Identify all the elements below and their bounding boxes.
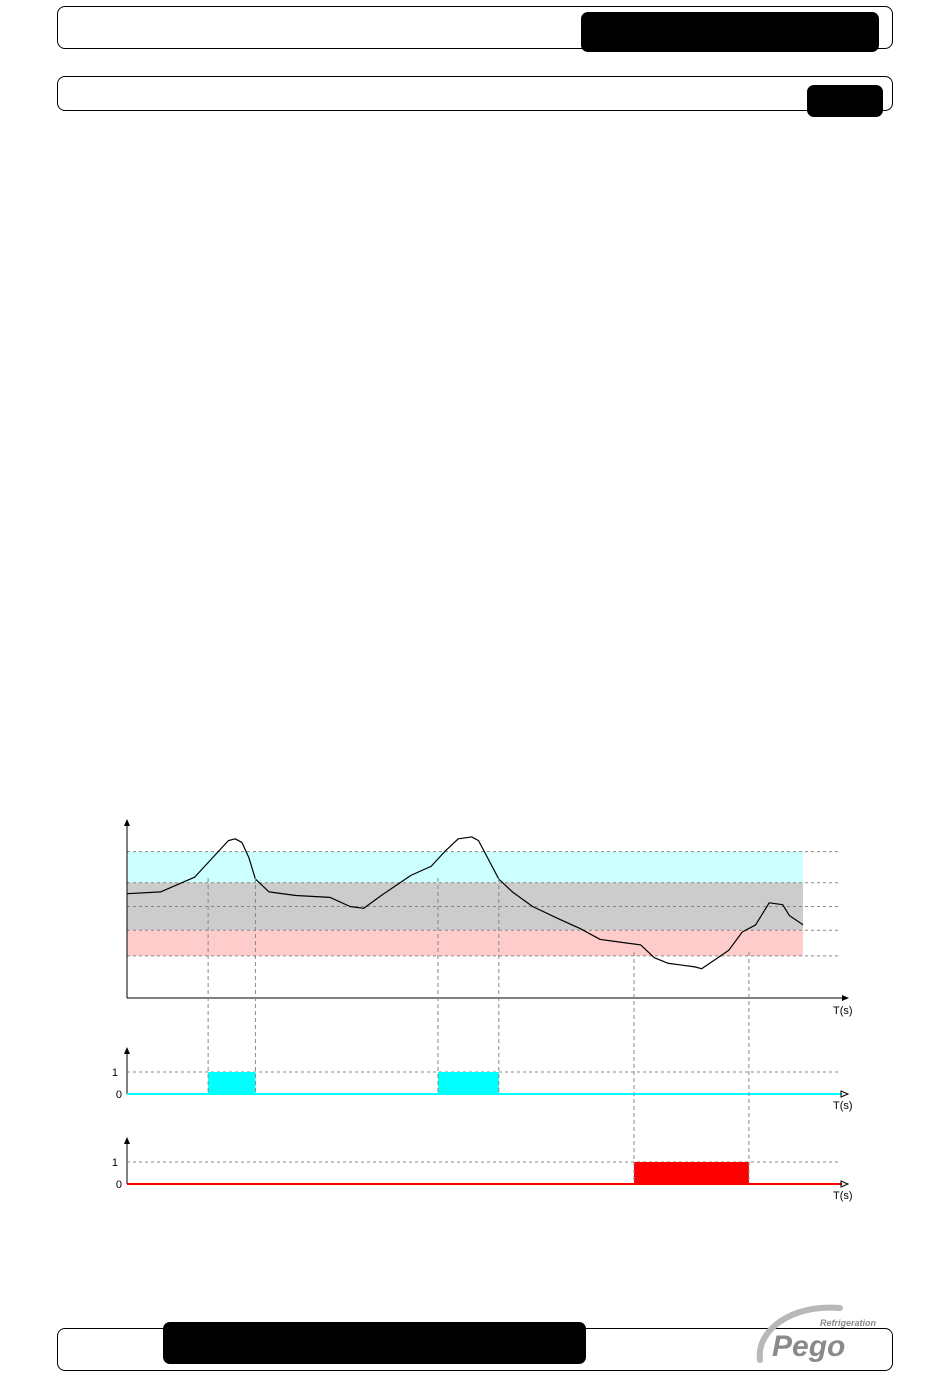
cyan-pulse-1 — [437, 1072, 499, 1094]
red-pulse-0 — [634, 1162, 749, 1184]
cyan-tick-1: 1 — [112, 1067, 118, 1079]
red-tick-0: 0 — [116, 1179, 122, 1191]
temperature-chart: T(s) — [124, 819, 853, 1017]
cyan-output-chart: 1 0 T(s) — [112, 878, 853, 1112]
y-axis-arrow — [124, 819, 130, 826]
red-x-axis-arrow — [840, 1180, 850, 1188]
temperature-series-line — [126, 836, 804, 970]
logo-tagline: Refrigeration — [820, 1318, 877, 1328]
cyan-x-axis-label: T(s) — [833, 1100, 853, 1112]
red-x-axis-label: T(s) — [833, 1190, 853, 1202]
band-0 — [127, 851, 803, 883]
cyan-tick-0: 0 — [116, 1089, 122, 1101]
cyan-y-axis-arrow — [124, 1047, 130, 1054]
pego-logo: Refrigeration Pego — [756, 1304, 877, 1363]
cyan-x-axis-arrow — [840, 1090, 850, 1098]
x-axis-label: T(s) — [833, 1005, 853, 1017]
red-tick-1: 1 — [112, 1157, 118, 1169]
red-output-chart: 1 0 T(s) — [112, 952, 853, 1202]
red-y-axis-arrow — [124, 1137, 130, 1144]
header-tab — [581, 12, 879, 52]
cyan-pulse-0 — [208, 1072, 256, 1094]
x-axis-arrow — [842, 995, 849, 1001]
subheader-frame — [57, 76, 893, 111]
logo-swoosh — [756, 1304, 843, 1363]
logo-brand: Pego — [772, 1330, 845, 1363]
page-number-tab — [807, 85, 883, 117]
band-2 — [127, 930, 803, 956]
footer-tab — [163, 1322, 586, 1364]
header-frame — [57, 6, 893, 49]
